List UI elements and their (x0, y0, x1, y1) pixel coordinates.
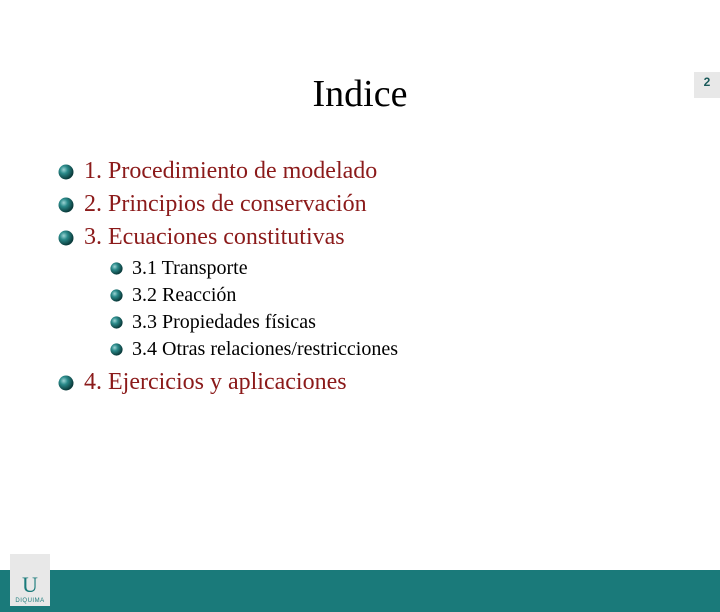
index-subitem-1: 3.1 Transporte (110, 257, 720, 280)
index-item-4: 4. Ejercicios y aplicaciones (58, 369, 720, 396)
index-sublist: 3.1 Transporte 3.2 Reacción 3.3 Propieda… (110, 257, 720, 361)
index-item-3: 3. Ecuaciones constitutivas (58, 224, 720, 251)
index-subitem-3: 3.3 Propiedades físicas (110, 311, 720, 334)
sphere-bullet-icon (110, 343, 123, 356)
footer-bar (0, 570, 720, 612)
logo-symbol: U (22, 574, 38, 596)
index-item-label: 2. Principios de conservación (84, 191, 367, 218)
index-item-1: 1. Procedimiento de modelado (58, 158, 720, 185)
index-item-label: 1. Procedimiento de modelado (84, 158, 377, 185)
sphere-bullet-icon (110, 289, 123, 302)
sphere-bullet-icon (58, 164, 74, 180)
index-subitem-label: 3.4 Otras relaciones/restricciones (132, 338, 398, 361)
page-number: 2 (704, 75, 711, 89)
sphere-bullet-icon (58, 375, 74, 391)
index-subitem-label: 3.1 Transporte (132, 257, 248, 280)
sphere-bullet-icon (110, 316, 123, 329)
page-title: Indice (0, 72, 720, 116)
index-item-label: 3. Ecuaciones constitutivas (84, 224, 345, 251)
index-content: 1. Procedimiento de modelado 2. Principi… (58, 158, 720, 396)
sphere-bullet-icon (110, 262, 123, 275)
page-number-box: 2 (694, 72, 720, 98)
index-subitem-2: 3.2 Reacción (110, 284, 720, 307)
sphere-bullet-icon (58, 230, 74, 246)
index-subitem-4: 3.4 Otras relaciones/restricciones (110, 338, 720, 361)
index-item-label: 4. Ejercicios y aplicaciones (84, 369, 347, 396)
index-subitem-label: 3.3 Propiedades físicas (132, 311, 316, 334)
sphere-bullet-icon (58, 197, 74, 213)
logo-text: DIQUIMA (15, 598, 44, 604)
index-item-2: 2. Principios de conservación (58, 191, 720, 218)
index-subitem-label: 3.2 Reacción (132, 284, 236, 307)
footer-logo: U DIQUIMA (10, 554, 50, 606)
